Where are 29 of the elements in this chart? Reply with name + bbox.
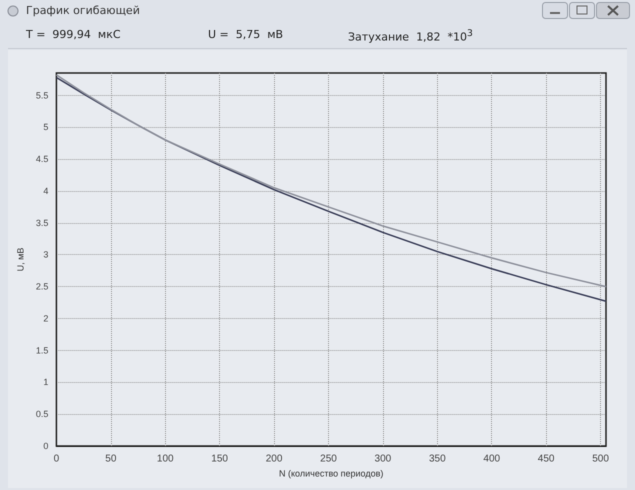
x-tick-label: 150: [211, 454, 228, 464]
x-tick-label: 500: [592, 454, 610, 464]
x-axis-title: N (количество периодов): [279, 468, 384, 478]
x-tick-label: 50: [105, 454, 117, 464]
x-tick-label: 350: [428, 454, 446, 464]
y-tick-label: 3.5: [36, 218, 48, 228]
x-tick-label: 250: [320, 454, 338, 464]
y-tick-label: 3: [43, 250, 48, 260]
y-tick-label: 4.5: [36, 154, 48, 164]
x-tick-label: 400: [483, 454, 501, 464]
chart-title: График огибающей: [26, 4, 140, 17]
x-tick-label: 0: [54, 454, 60, 464]
x-tick-label: 200: [266, 454, 283, 464]
text: U = 5,75 мВ: [208, 28, 284, 41]
text: T = 999,94 мкС: [26, 28, 121, 41]
y-tick-label: 5: [43, 122, 48, 132]
y-tick-label: 0: [43, 441, 48, 451]
y-tick-label: 5.5: [36, 90, 48, 100]
y-tick-label: 1.5: [36, 345, 48, 356]
y-axis-title: U, мВ: [16, 248, 26, 272]
x-tick-label: 450: [538, 454, 555, 464]
y-tick-label: 2.5: [36, 282, 48, 292]
y-tick-label: 2: [43, 313, 48, 324]
y-tick-label: 0.5: [36, 409, 48, 420]
x-tick-label: 300: [374, 454, 392, 464]
y-tick-label: 1: [43, 377, 48, 388]
x-tick-label: 100: [156, 454, 174, 464]
y-tick-label: 4: [43, 186, 48, 196]
text: Затухание 1,82 *10$^{3}$: [348, 28, 473, 44]
